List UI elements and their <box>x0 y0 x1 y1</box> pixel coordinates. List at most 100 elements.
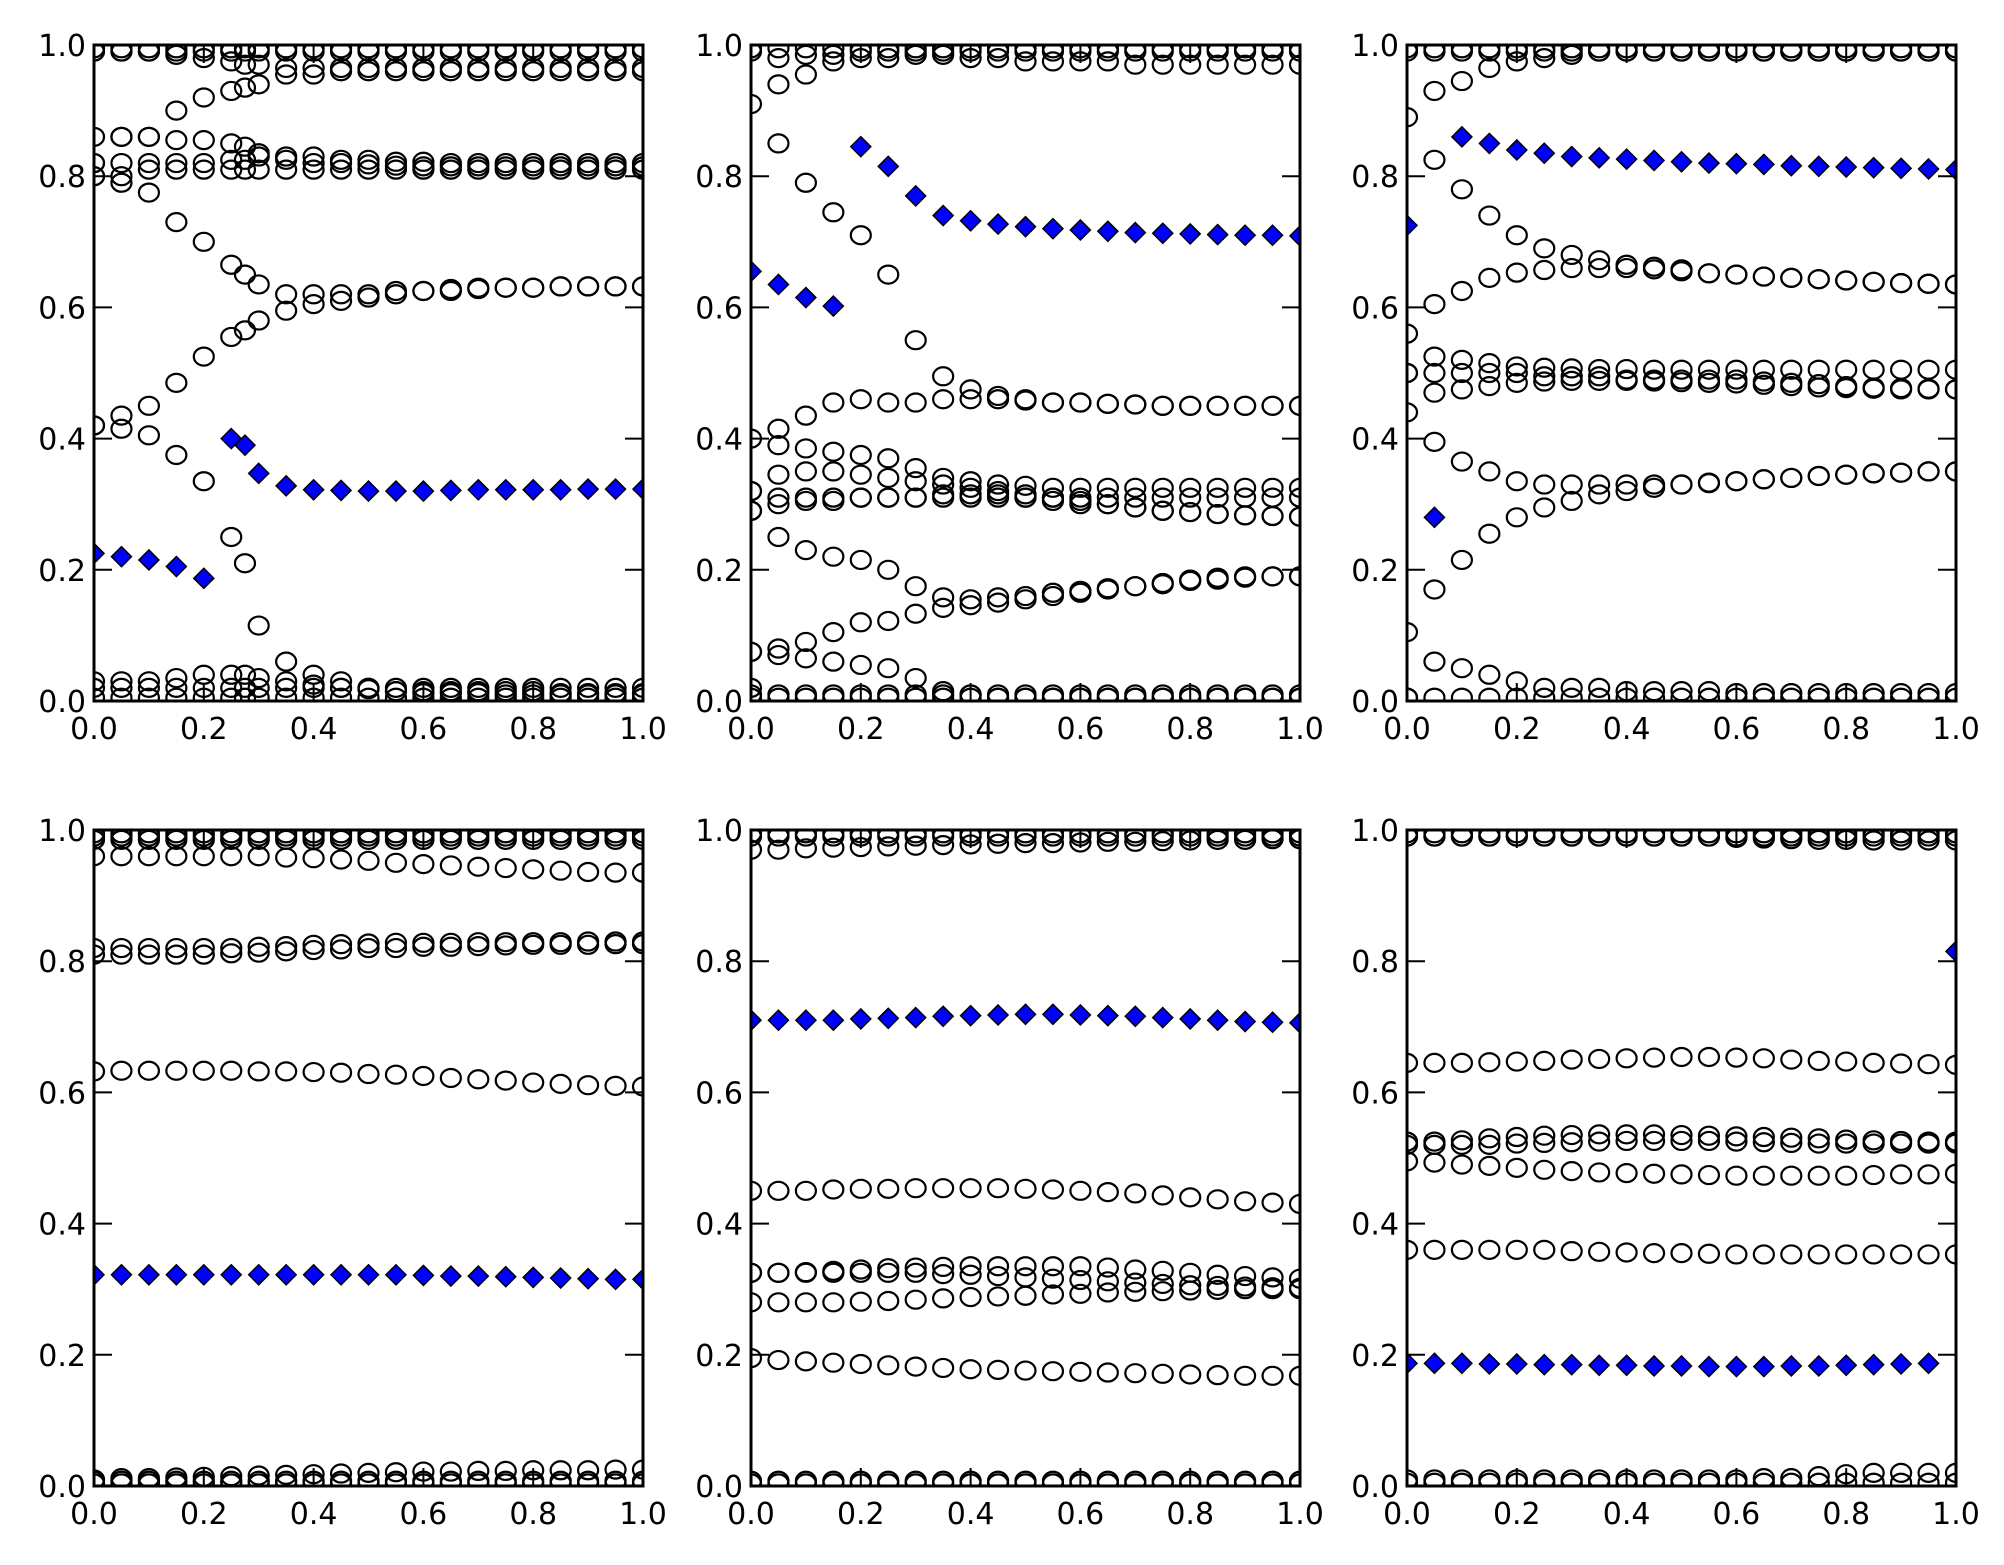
circle-point <box>1780 1127 1803 1148</box>
circle-point <box>877 467 900 489</box>
diamond-point <box>751 260 763 283</box>
circle-point <box>384 284 408 305</box>
circle-point <box>822 837 845 858</box>
circle-point <box>1450 280 1474 302</box>
circle-point <box>1862 1052 1885 1073</box>
diamond-point <box>110 1263 133 1286</box>
circle-point <box>1261 1267 1284 1288</box>
circle-point <box>877 687 900 701</box>
circle-point <box>631 61 643 82</box>
circle-point <box>1124 1363 1147 1384</box>
diamond-point <box>959 209 982 232</box>
circle-point <box>1151 395 1174 416</box>
y-tick-label: 0.6 <box>1351 1076 1399 1111</box>
circle-point <box>110 45 133 62</box>
y-tick-label: 1.0 <box>1351 814 1399 849</box>
circle-point <box>1069 1361 1092 1382</box>
circle-point <box>1725 1131 1748 1152</box>
circle-point <box>1533 366 1556 387</box>
circle-point <box>522 859 545 880</box>
circle-point <box>1261 54 1284 75</box>
circle-point <box>1533 1472 1556 1486</box>
circle-point <box>1944 687 1956 701</box>
circle-point <box>220 326 243 348</box>
x-tick-label: 0.6 <box>1057 1497 1105 1532</box>
diamond-point <box>494 478 517 501</box>
diamond-point <box>631 1268 643 1291</box>
circle-point <box>631 156 643 177</box>
circle-point <box>1069 392 1092 413</box>
circle-point <box>549 1073 572 1094</box>
circle-point <box>1151 1273 1174 1295</box>
circle-point <box>1533 1125 1556 1146</box>
circle-point <box>137 182 160 203</box>
circle-point <box>192 1060 215 1081</box>
diamond-point <box>1780 154 1803 177</box>
circle-point <box>751 1262 763 1283</box>
circle-point <box>110 846 133 867</box>
circle-point <box>1233 395 1257 416</box>
circle-point <box>1505 1133 1528 1154</box>
circle-point <box>275 284 298 305</box>
diamond-point <box>1944 158 1956 181</box>
circle-point <box>384 937 408 959</box>
circle-point <box>631 45 643 62</box>
diamond-point <box>1807 155 1830 178</box>
circle-point <box>986 830 1010 844</box>
circle-point <box>1234 45 1257 59</box>
x-tick-label: 1.0 <box>1932 1497 1980 1532</box>
circle-point <box>1014 589 1037 610</box>
circle-point <box>1014 1256 1037 1277</box>
axes-frame <box>92 43 645 703</box>
y-tick-label: 1.0 <box>695 814 743 849</box>
circle-point <box>1889 379 1913 400</box>
diamond-point <box>849 135 872 158</box>
diamond-point <box>794 1009 817 1032</box>
circle-point <box>412 280 435 302</box>
circle-point <box>849 225 872 246</box>
x-tick-label: 1.0 <box>619 1497 667 1532</box>
circle-point <box>302 1061 325 1083</box>
circle-point <box>357 677 380 698</box>
circle-point <box>576 61 600 82</box>
circle-point <box>1234 45 1257 62</box>
circle-point <box>1423 346 1446 367</box>
circle-point <box>1478 205 1501 226</box>
circle-point <box>1041 585 1065 607</box>
circle-point <box>576 861 600 883</box>
y-tick-label: 0.8 <box>1351 945 1399 980</box>
circle-point <box>275 64 298 85</box>
subplot-bottom-left: 0.0 0.2 0.4 0.6 0.8 1.0 0.0 0.2 0.4 0.6 0.8 1.0 <box>38 814 667 1532</box>
circle-point <box>577 687 600 701</box>
circle-point <box>357 154 380 175</box>
circle-point <box>1261 487 1284 508</box>
circle-point <box>1041 1284 1065 1305</box>
y-tick-label: 0.0 <box>1351 1470 1399 1505</box>
circle-point <box>1670 687 1693 701</box>
circle-point <box>1807 269 1830 290</box>
circle-point <box>1206 477 1229 498</box>
circle-point <box>1752 266 1775 287</box>
circle-point <box>1780 687 1803 701</box>
plot-marks <box>751 830 1300 1486</box>
circle-point <box>1450 379 1474 400</box>
circle-point <box>822 546 845 567</box>
circle-point <box>751 1180 763 1201</box>
circle-point <box>1261 1473 1284 1486</box>
circle-point <box>1450 179 1474 200</box>
diamond-point <box>1407 214 1419 237</box>
circle-point <box>877 1290 900 1312</box>
circle-point <box>604 45 627 59</box>
circle-point <box>986 474 1010 495</box>
circle-point <box>1124 54 1147 75</box>
circle-point <box>794 45 817 59</box>
circle-point <box>1450 451 1474 472</box>
circle-point <box>904 392 927 413</box>
circle-point <box>849 487 872 508</box>
circle-point <box>1014 1267 1037 1288</box>
circle-point <box>1179 569 1202 590</box>
circle-point <box>959 389 982 410</box>
circle-point <box>357 287 380 308</box>
circle-point <box>220 1473 243 1486</box>
circle-point <box>1124 1473 1147 1486</box>
